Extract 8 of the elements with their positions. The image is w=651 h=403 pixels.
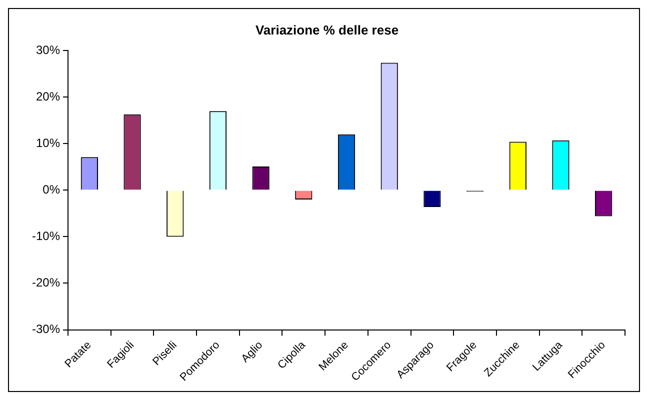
y-tick-label: 30% [36, 42, 60, 57]
chart-title: Variazione % delle rese [255, 22, 399, 38]
y-tick-label: -20% [32, 276, 60, 290]
y-tick-label: 20% [36, 89, 60, 104]
y-tick-label: 0% [42, 182, 60, 196]
y-tick-label: -10% [32, 229, 60, 244]
y-tick-label: -30% [32, 322, 60, 336]
y-tick-label: 10% [36, 136, 60, 150]
